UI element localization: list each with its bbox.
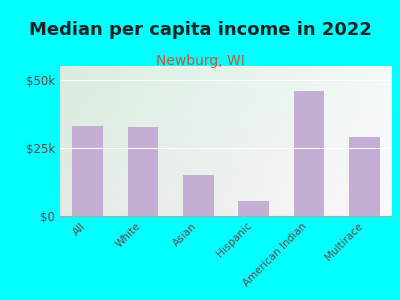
- Text: Newburg, WI: Newburg, WI: [156, 54, 244, 68]
- Bar: [183, 175, 214, 216]
- Bar: [349, 137, 380, 216]
- Bar: [294, 91, 324, 216]
- Bar: [128, 128, 158, 216]
- Text: Median per capita income in 2022: Median per capita income in 2022: [28, 21, 372, 39]
- Bar: [238, 201, 269, 216]
- Bar: [72, 126, 103, 216]
